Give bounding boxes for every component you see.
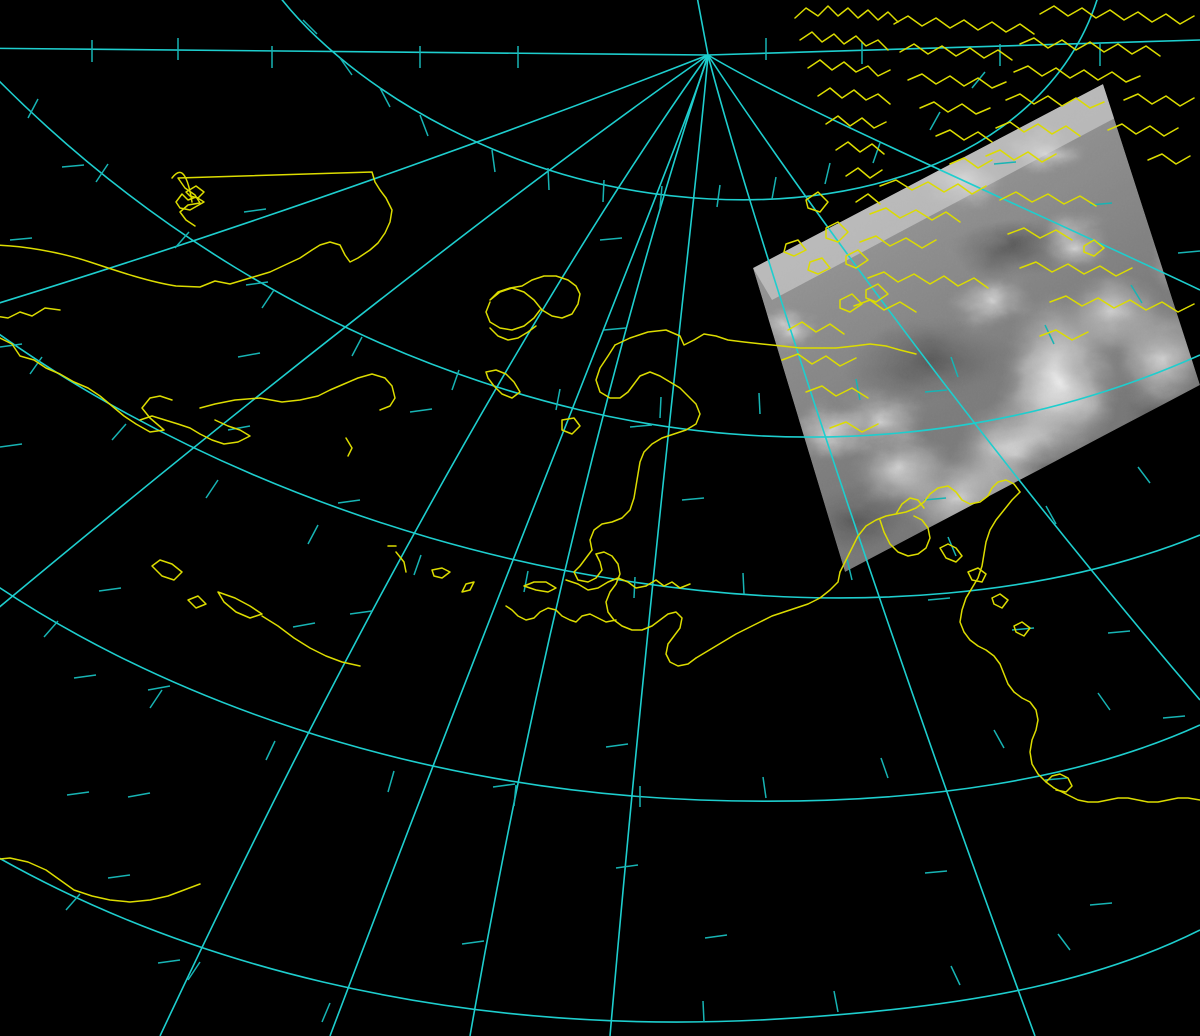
- coast-alaska-peninsula: [505, 605, 617, 623]
- parallel-40n: [0, 857, 1200, 1023]
- coast-aleutian-6: [565, 577, 647, 591]
- meridian-160e: [159, 54, 709, 1036]
- coast-bc-inlet: [1045, 773, 1073, 793]
- graticule-ticks: [0, 19, 1200, 1023]
- meridian-150w: [707, 54, 1036, 1036]
- coast-siberia-coast-se: [261, 615, 361, 667]
- coast-gulf-of-alaska: [839, 479, 1021, 573]
- coast-aleutian-4: [461, 581, 475, 593]
- coast-chukotka-tip: [185, 185, 205, 199]
- coast-st-lawrence: [561, 417, 581, 435]
- coast-aleutian-3: [431, 567, 451, 579]
- coast-alaska-norton: [489, 325, 537, 341]
- coast-kamchatka-north: [199, 373, 396, 411]
- coast-siberia-island-c: [217, 591, 263, 619]
- meridian-140e: [0, 54, 709, 304]
- coast-alaska-west: [573, 549, 603, 583]
- coast-siberia-inlet: [139, 415, 251, 445]
- meridian-170w: [329, 54, 709, 1036]
- coast-kenai: [879, 515, 931, 557]
- meridian-130e: [0, 47, 709, 56]
- meridian-170e: [469, 54, 709, 1036]
- coast-chukotka: [0, 171, 393, 288]
- meridian-150e: [0, 54, 709, 608]
- coast-alaska-north: [614, 329, 917, 355]
- parallel-70n: [0, 80, 1200, 438]
- coast-siberia-island-a: [151, 559, 183, 581]
- meridian-180: [696, 0, 709, 56]
- coast-kamchatka: [0, 857, 201, 903]
- coast-alaska-seward: [489, 275, 581, 319]
- granule-bright-edge: [753, 84, 1115, 300]
- coast-pribilof: [485, 369, 521, 399]
- coast-canadian-arctic: [783, 5, 1195, 313]
- coast-alaska-nw: [485, 301, 541, 331]
- coast-alaska-bristol: [695, 571, 841, 659]
- coast-british-columbia: [1053, 787, 1200, 803]
- coast-cook-inlet: [895, 497, 925, 515]
- parallel-60n: [0, 333, 1200, 599]
- coast-siberia-south: [0, 307, 173, 433]
- coast-aleutian-2: [395, 551, 407, 573]
- coastlines-layer: [0, 5, 1200, 903]
- parallel-80n: [281, 0, 1098, 201]
- coast-arctic-on-granule: [781, 179, 1195, 433]
- coast-aleutian-5: [523, 581, 557, 593]
- coast-alaska-nw-coast: [589, 344, 701, 551]
- coast-chukotka-peninsula: [175, 193, 205, 211]
- meridian-130w: [707, 54, 1200, 291]
- meridian-120w: [707, 39, 1200, 56]
- coast-aleutian-7: [645, 579, 691, 589]
- meridian-160w: [609, 54, 709, 1036]
- coast-nunivak: [345, 437, 353, 457]
- coast-siberia-island-b: [187, 595, 207, 609]
- coast-alaska-yukon-delta: [595, 551, 697, 667]
- coast-chukotka-north: [171, 171, 193, 203]
- coast-se-alaska: [959, 491, 1055, 789]
- coast-se-alaska-islands: [939, 543, 1031, 637]
- granule-noise: [753, 84, 1200, 572]
- parallel-50n: [0, 586, 1200, 802]
